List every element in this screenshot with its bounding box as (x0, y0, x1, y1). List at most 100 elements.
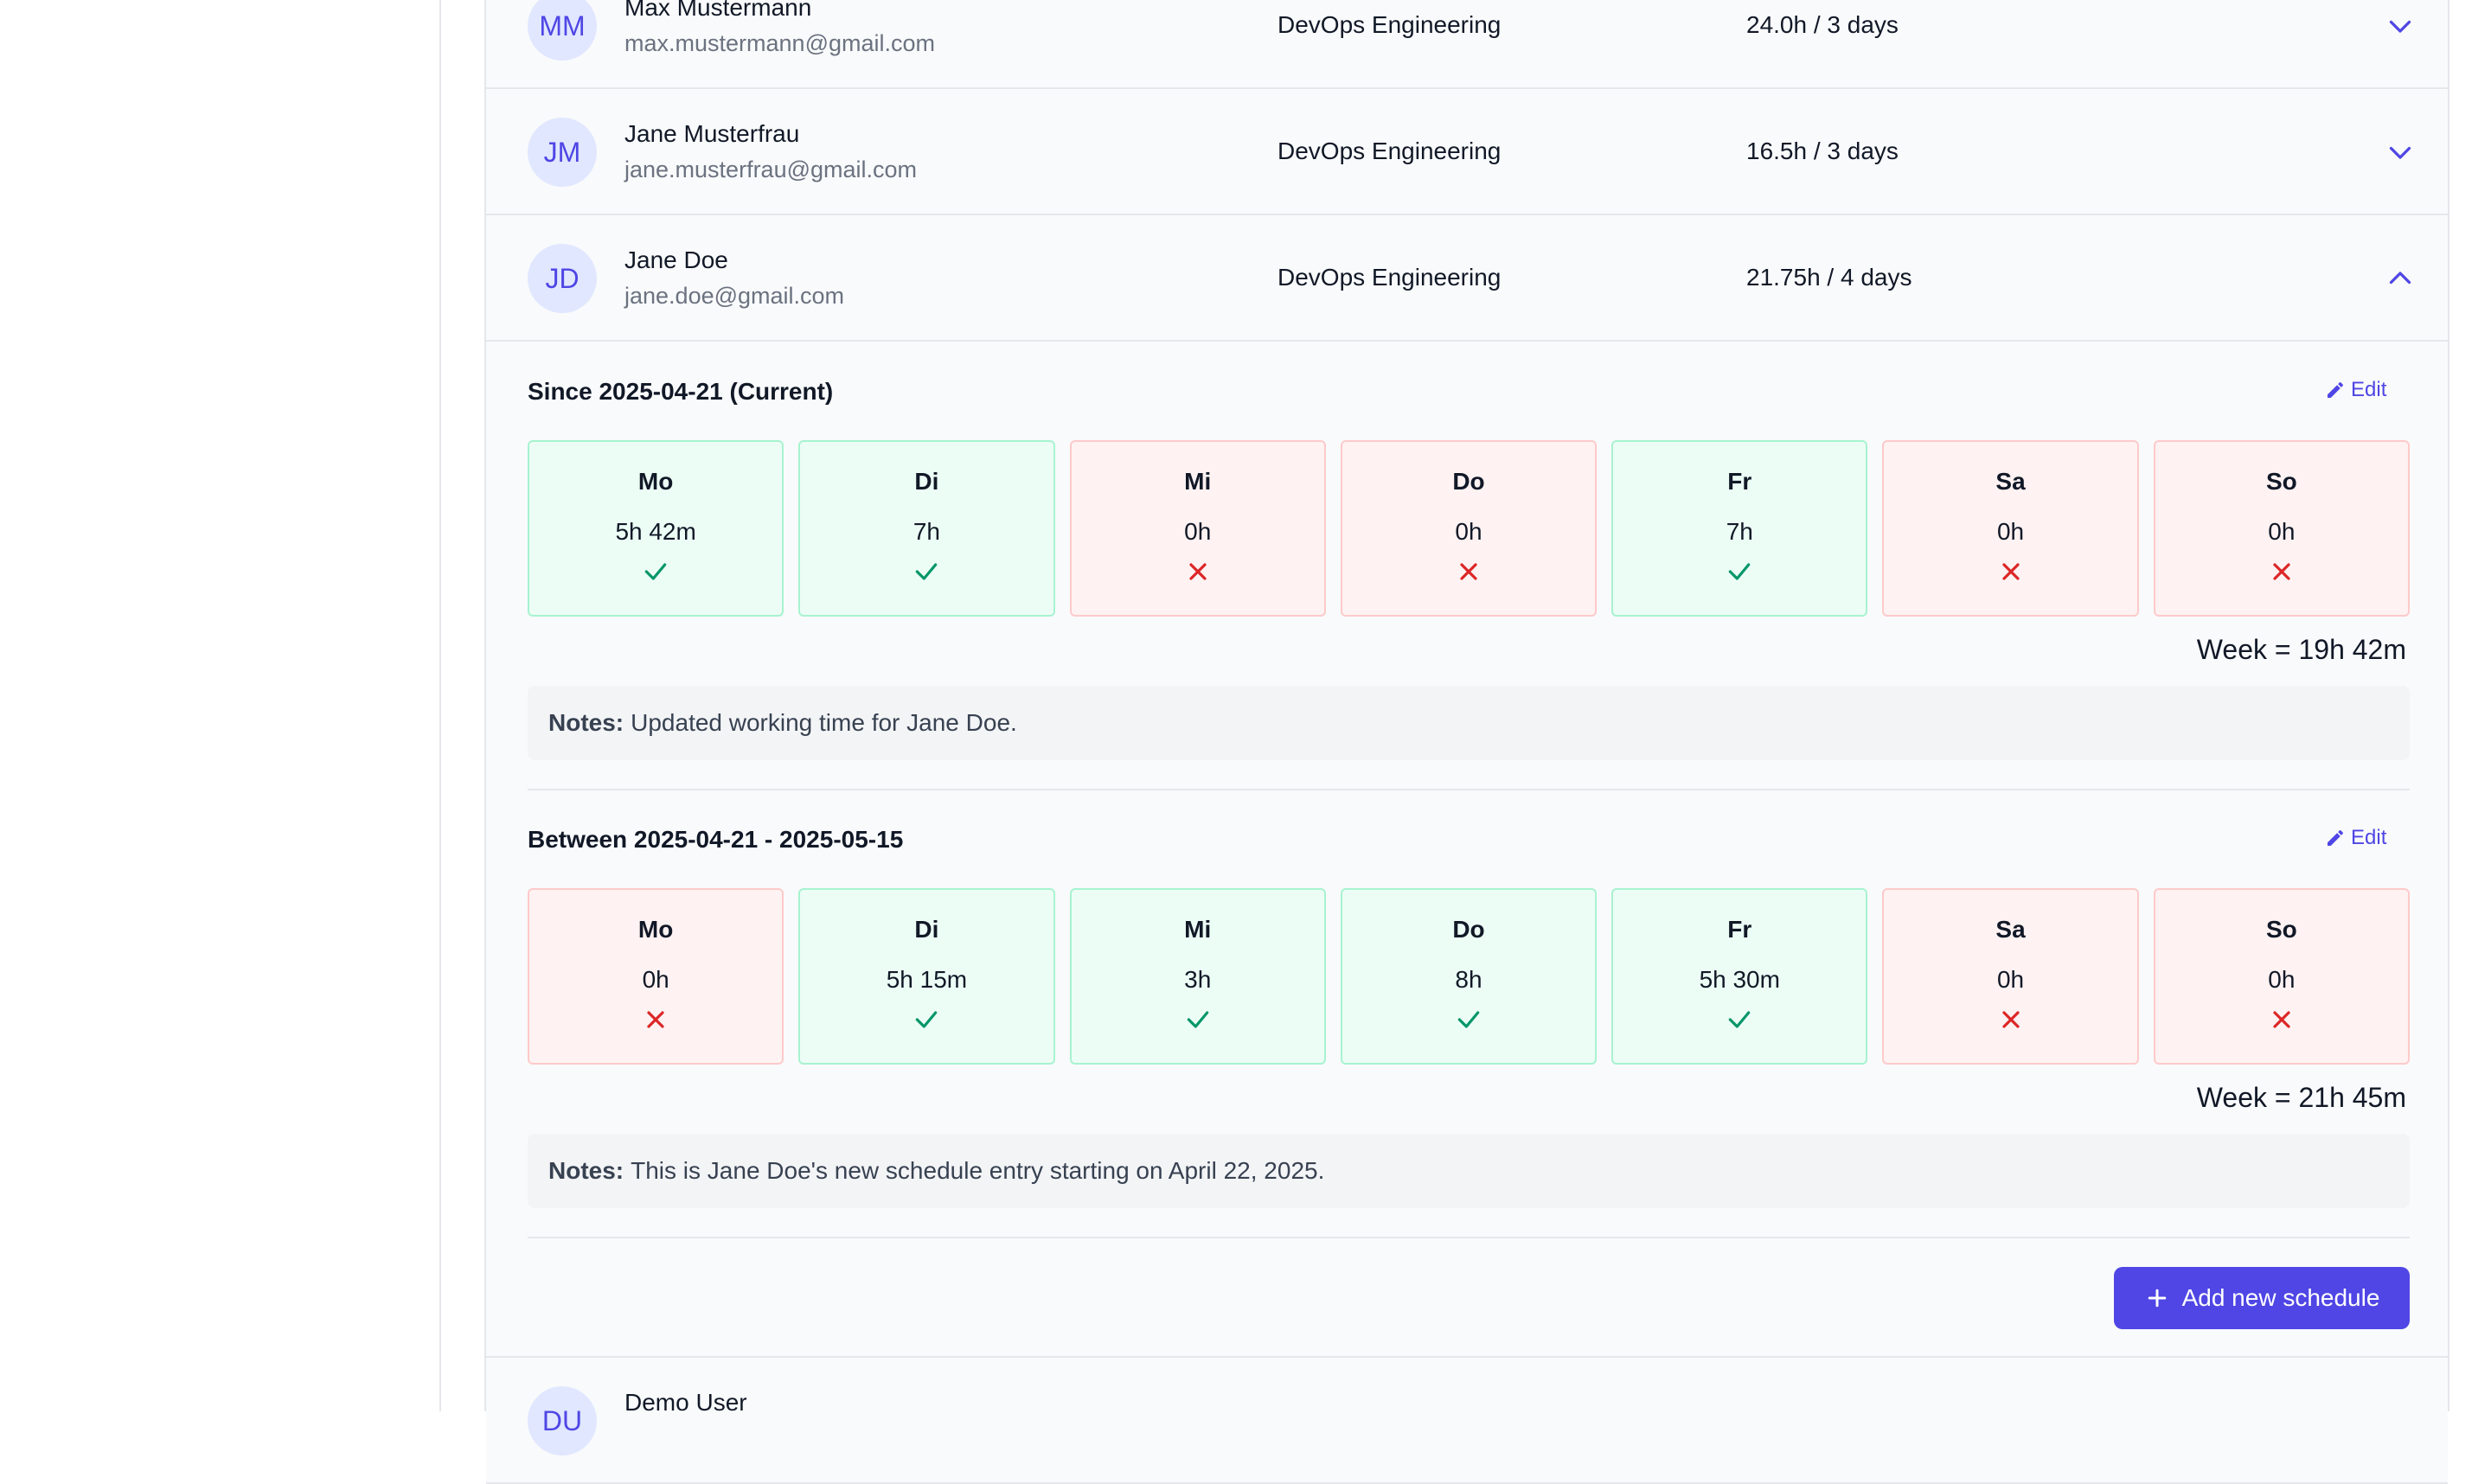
notes-label: Notes: (548, 709, 624, 736)
user-name: Jane Musterfrau (624, 120, 800, 147)
check-icon (1728, 563, 1751, 580)
day-card: Mo 0h (528, 888, 784, 1065)
schedule-title: Between 2025-04-21 - 2025-05-15 (528, 826, 904, 853)
day-card: Sa 0h (1882, 440, 2139, 617)
day-hours: 0h (1996, 966, 2025, 993)
day-name: Fr (1727, 468, 1752, 495)
user-hours: 16.5h / 3 days (1746, 138, 1899, 164)
weekday-grid: Mo 5h 42m Di 7h Mi 0h Do 0h (528, 440, 2410, 617)
check-icon (916, 1011, 938, 1028)
pencil-icon (2328, 381, 2344, 398)
day-card: Fr 7h (1611, 440, 1868, 617)
add-new-schedule-button[interactable]: Add new schedule (2114, 1267, 2410, 1329)
schedule-notes: Notes: This is Jane Doe's new schedule e… (528, 1134, 2410, 1208)
sidebar (0, 0, 441, 1411)
user-email: max.mustermann@gmail.com (624, 30, 936, 56)
check-icon (1187, 1011, 1208, 1028)
day-card: Do 8h (1340, 888, 1598, 1065)
chevron-down-icon[interactable] (2385, 137, 2416, 168)
check-icon (1728, 1011, 1751, 1028)
day-hours: 0h (1455, 518, 1482, 545)
day-name: Di (914, 468, 939, 495)
day-hours: 3h (1184, 966, 1212, 993)
user-name: Max Mustermann (624, 0, 812, 21)
user-row[interactable]: JD Jane Doe jane.doe@gmail.com DevOps En… (486, 215, 2448, 342)
week-total: Week = 19h 42m (2196, 634, 2406, 665)
avatar: JD (528, 244, 597, 313)
day-card: Mi 0h (1069, 440, 1326, 617)
users-panel: MM Max Mustermann max.mustermann@gmail.c… (484, 0, 2449, 1484)
check-icon (916, 563, 938, 580)
day-card: Sa 0h (1882, 888, 2139, 1065)
day-name: Mo (637, 916, 674, 943)
day-card: Mo 5h 42m (528, 440, 784, 617)
user-hours: 21.75h / 4 days (1746, 264, 1912, 291)
pencil-icon (2328, 829, 2344, 846)
day-hours: 5h 15m (886, 966, 968, 993)
schedule-title: Since 2025-04-21 (Current) (528, 378, 834, 405)
day-card: Mi 3h (1069, 888, 1326, 1065)
cross-icon (1460, 563, 1477, 580)
day-card: So 0h (2153, 888, 2410, 1065)
plus-icon (2148, 1289, 2166, 1308)
chevron-down-icon[interactable] (2385, 10, 2416, 42)
day-name: Sa (1995, 468, 2026, 495)
day-name: So (2265, 468, 2297, 495)
weekday-grid: Mo 0h Di 5h 15m Mi 3h Do 8h (528, 888, 2410, 1065)
notes-text: This is Jane Doe's new schedule entry st… (631, 1157, 1325, 1184)
cross-icon (2001, 1011, 2020, 1028)
cross-icon (2273, 563, 2290, 580)
day-hours: 0h (1996, 518, 2025, 545)
day-hours: 8h (1455, 966, 1482, 993)
notes-label: Notes: (548, 1157, 624, 1184)
day-card: Di 5h 15m (798, 888, 1055, 1065)
edit-button[interactable]: Edit (2325, 826, 2386, 850)
week-total: Week = 21h 45m (2196, 1082, 2406, 1113)
avatar: JM (528, 118, 597, 187)
day-name: So (2265, 916, 2297, 943)
day-name: Mi (1184, 468, 1212, 495)
day-name: Mi (1184, 916, 1212, 943)
user-row[interactable]: DU Demo User (486, 1358, 2448, 1484)
main-content: MM Max Mustermann max.mustermann@gmail.c… (441, 0, 2491, 1484)
chevron-up-icon[interactable] (2385, 263, 2416, 294)
day-hours: 5h 30m (1699, 966, 1780, 993)
user-row[interactable]: JM Jane Musterfrau jane.musterfrau@gmail… (486, 89, 2448, 215)
cross-icon (647, 1011, 664, 1028)
user-name: Jane Doe (624, 246, 728, 273)
avatar: DU (528, 1386, 597, 1455)
day-hours: 0h (1184, 518, 1212, 545)
day-name: Sa (1995, 916, 2026, 943)
schedule-details: Since 2025-04-21 (Current) Edit Mo 5h 42… (486, 342, 2448, 1358)
avatar: MM (528, 0, 597, 61)
edit-label: Edit (2351, 826, 2387, 849)
day-hours: 0h (642, 966, 669, 993)
user-department: DevOps Engineering (1278, 11, 1502, 38)
user-name: Demo User (624, 1389, 747, 1416)
check-icon (644, 563, 667, 580)
edit-label: Edit (2351, 378, 2387, 401)
user-email: jane.musterfrau@gmail.com (624, 157, 918, 182)
user-hours: 24.0h / 3 days (1746, 11, 1899, 38)
day-card: Fr 5h 30m (1611, 888, 1868, 1065)
day-name: Mo (637, 468, 674, 495)
day-card: Do 0h (1340, 440, 1598, 617)
check-icon (1457, 1011, 1480, 1028)
add-new-schedule-label: Add new schedule (2181, 1284, 2380, 1311)
day-hours: 5h 42m (615, 518, 696, 545)
day-hours: 0h (2268, 518, 2296, 545)
user-email: jane.doe@gmail.com (624, 283, 845, 309)
user-department: DevOps Engineering (1278, 138, 1502, 164)
schedule-notes: Notes: Updated working time for Jane Doe… (528, 686, 2410, 760)
day-hours: 7h (1726, 518, 1753, 545)
user-row[interactable]: MM Max Mustermann max.mustermann@gmail.c… (486, 0, 2448, 89)
day-card: Di 7h (798, 440, 1055, 617)
cross-icon (1189, 563, 1207, 580)
day-name: Fr (1727, 916, 1752, 943)
day-name: Do (1452, 468, 1485, 495)
day-card: So 0h (2153, 440, 2410, 617)
day-hours: 0h (2268, 966, 2296, 993)
notes-text: Updated working time for Jane Doe. (631, 709, 1017, 736)
cross-icon (2273, 1011, 2290, 1028)
edit-button[interactable]: Edit (2325, 378, 2386, 402)
